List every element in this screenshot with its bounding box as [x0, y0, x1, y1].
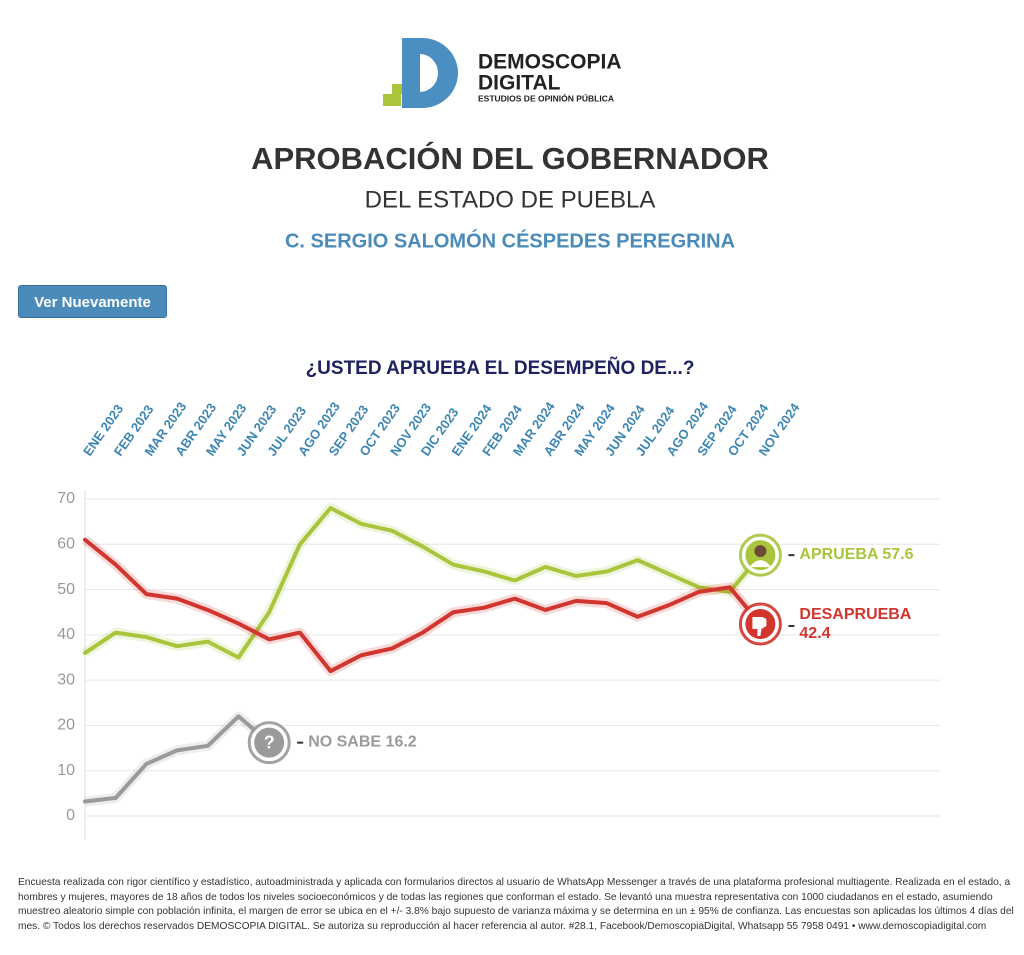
logo-block [383, 94, 401, 106]
footer-line: mes. © Todos los derechos reservados DEM… [18, 920, 987, 932]
value-label: 16.2 [386, 734, 417, 751]
y-tick-label: 20 [57, 717, 75, 734]
y-tick-label: 60 [57, 536, 75, 553]
icon-face [754, 545, 767, 558]
value-label: 57.6 [882, 546, 913, 563]
logo-block [392, 84, 410, 94]
series-label: DESAPRUEBA [799, 606, 911, 623]
page-subtitle: DEL ESTADO DE PUEBLA [365, 186, 656, 213]
logo-text: DEMOSCOPIA [478, 51, 622, 74]
logo: DEMOSCOPIA DIGITAL ESTUDIOS DE OPINIÓN P… [383, 38, 622, 108]
series-name: DESAPRUEBA [799, 606, 911, 623]
icon-body [749, 560, 772, 568]
logo-d [402, 38, 458, 108]
end-marker: ? [247, 721, 291, 765]
icon-thumb [752, 616, 767, 636]
footer-line: muestreo aleatorio simple con población … [18, 906, 1014, 917]
end-marker [738, 533, 782, 577]
y-tick-label: 10 [57, 762, 75, 779]
logo-text: DIGITAL [478, 72, 561, 95]
y-tick-label: 40 [57, 626, 75, 643]
series-label: APRUEBA 57.6 [799, 546, 913, 563]
line-halo [84, 711, 273, 807]
value-label: 42.4 [799, 625, 830, 642]
series-label: NO SABE 16.2 [308, 734, 417, 751]
footer-line: hombres y mujeres, mayores de 18 años de… [18, 891, 993, 903]
icon-glyph: ? [264, 732, 275, 752]
footer-line: Encuesta realizada con rigor científico … [18, 877, 1011, 888]
page-title: APROBACIÓN DEL GOBERNADOR [251, 140, 769, 176]
series-line [83, 506, 763, 660]
line-halo [81, 535, 765, 677]
series-line [83, 537, 763, 674]
chart-title: ¿USTED APRUEBA EL DESEMPEÑO DE...? [306, 357, 695, 379]
logo-tagline: ESTUDIOS DE OPINIÓN PÚBLICA [478, 92, 614, 103]
y-tick-label: 30 [57, 671, 75, 688]
footer: Encuesta realizada con rigor científico … [18, 876, 1014, 934]
series-name: NO SABE [308, 734, 381, 751]
person-name: C. SERGIO SALOMÓN CÉSPEDES PEREGRINA [285, 228, 735, 252]
series-line [83, 714, 272, 804]
y-tick-label: 0 [66, 807, 75, 824]
y-tick-label: 50 [57, 581, 75, 598]
series-name: APRUEBA [799, 546, 879, 563]
button[interactable]: Ver Nuevamente [18, 285, 167, 318]
end-marker [738, 602, 782, 646]
icon [254, 727, 285, 758]
y-tick-label: 70 [57, 490, 75, 507]
